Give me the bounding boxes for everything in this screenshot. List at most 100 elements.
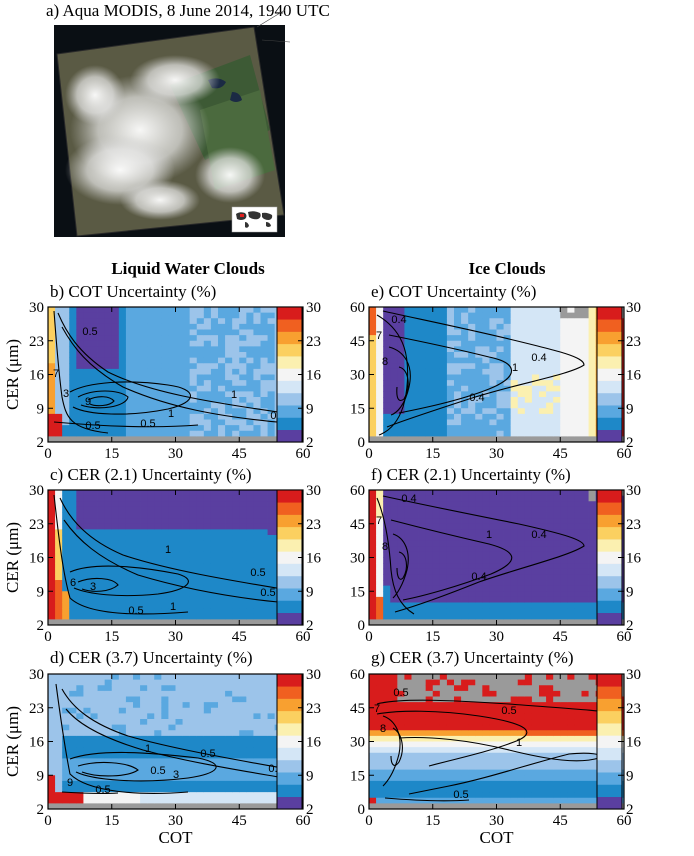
y-tick-label: 30	[29, 483, 44, 499]
heatmap-cell	[454, 613, 462, 620]
heatmap-cell	[210, 413, 219, 420]
heatmap-cell	[175, 323, 183, 330]
heatmap-cell	[232, 540, 240, 547]
heatmap-cell	[397, 523, 405, 530]
heatmap-cell	[140, 512, 148, 519]
heatmap-cell	[118, 792, 127, 799]
heatmap-cell	[232, 318, 240, 325]
heatmap-cell	[225, 775, 233, 782]
heatmap-cell	[489, 563, 497, 570]
heatmap-cell	[489, 380, 497, 387]
heatmap-cell	[383, 679, 391, 686]
heatmap-cell	[104, 568, 113, 575]
heatmap-cell	[69, 391, 77, 398]
heatmap-cell	[439, 563, 448, 570]
heatmap-cell	[539, 397, 547, 404]
heatmap-cell	[390, 363, 398, 370]
heatmap-cell	[446, 608, 455, 615]
heatmap-cell	[203, 580, 212, 587]
heatmap-cell	[97, 602, 106, 609]
heatmap-cell	[496, 402, 504, 409]
heatmap-cell	[425, 391, 434, 398]
heatmap-cell	[376, 374, 384, 381]
heatmap-cell	[425, 769, 434, 776]
heatmap-cell	[418, 775, 427, 782]
heatmap-cell	[189, 312, 198, 319]
heatmap-cell	[154, 419, 162, 426]
heatmap-cell	[411, 803, 419, 810]
heatmap-cell	[390, 490, 398, 497]
heatmap-cell	[62, 557, 70, 564]
heatmap-cell	[468, 518, 476, 525]
heatmap-cell	[531, 540, 540, 547]
heatmap-cell	[161, 397, 169, 404]
heatmap-cell	[125, 391, 134, 398]
heatmap-cell	[369, 780, 377, 787]
contour-label: 0.5	[260, 587, 275, 599]
heatmap-cell	[468, 318, 476, 325]
contour-line	[87, 396, 115, 407]
heatmap-cell	[496, 608, 504, 615]
heatmap-cell	[90, 602, 98, 609]
heatmap-cell	[267, 397, 276, 404]
heatmap-cell	[203, 719, 212, 726]
heatmap-cell	[76, 340, 84, 347]
heatmap-cell	[482, 419, 490, 426]
heatmap-cell	[432, 391, 441, 398]
heatmap-cell	[111, 730, 120, 737]
heatmap-cell	[189, 735, 198, 742]
heatmap-cell	[118, 735, 127, 742]
heatmap-cell	[553, 506, 561, 513]
heatmap-cell	[189, 540, 198, 547]
heatmap-cell	[260, 380, 268, 387]
heatmap-cell	[83, 490, 91, 497]
heatmap-cell	[175, 679, 183, 686]
heatmap-cell	[69, 797, 77, 804]
heatmap-cell	[260, 413, 268, 420]
heatmap-cell	[246, 613, 254, 620]
y-tick-label: 30	[350, 551, 365, 567]
heatmap-cell	[454, 408, 462, 415]
heatmap-cell	[161, 329, 169, 336]
heatmap-cell	[218, 713, 226, 720]
heatmap-cell	[517, 608, 526, 615]
heatmap-cell	[439, 741, 448, 748]
heatmap-cell	[203, 674, 212, 681]
heatmap-cell	[425, 546, 434, 553]
heatmap-cell	[524, 408, 533, 415]
heatmap-cell	[489, 363, 497, 370]
heatmap-cell	[133, 540, 141, 547]
heatmap-cell	[425, 385, 434, 392]
heatmap-cell	[118, 580, 127, 587]
contour-line	[53, 310, 109, 434]
heatmap-cell	[539, 512, 547, 519]
heatmap-cell	[140, 702, 148, 709]
heatmap-cell	[69, 430, 77, 437]
heatmap-cell	[161, 512, 169, 519]
heatmap-cell	[581, 563, 589, 570]
heatmap-cell	[203, 323, 212, 330]
heatmap-cell	[104, 340, 113, 347]
heatmap-cell	[383, 540, 391, 547]
heatmap-cell	[175, 730, 183, 737]
heatmap-cell	[111, 318, 120, 325]
heatmap-cell	[439, 307, 448, 314]
heatmap-cell	[168, 335, 176, 342]
heatmap-cell	[104, 596, 113, 603]
heatmap-cell	[140, 436, 148, 443]
heatmap-cell	[390, 397, 398, 404]
heatmap-cell	[76, 690, 84, 697]
heatmap-cell	[432, 702, 441, 709]
heatmap-cell	[182, 368, 191, 375]
heatmap-cell	[253, 385, 261, 392]
heatmap-cell	[76, 495, 84, 502]
heatmap-cell	[510, 368, 519, 375]
heatmap-cell	[253, 724, 261, 731]
heatmap-cell	[182, 557, 191, 564]
heatmap-cell	[154, 764, 162, 771]
heatmap-cell	[62, 792, 70, 799]
heatmap-cell	[104, 529, 113, 536]
heatmap-cell	[461, 602, 469, 609]
heatmap-cell	[425, 425, 434, 432]
heatmap-cell	[246, 380, 254, 387]
